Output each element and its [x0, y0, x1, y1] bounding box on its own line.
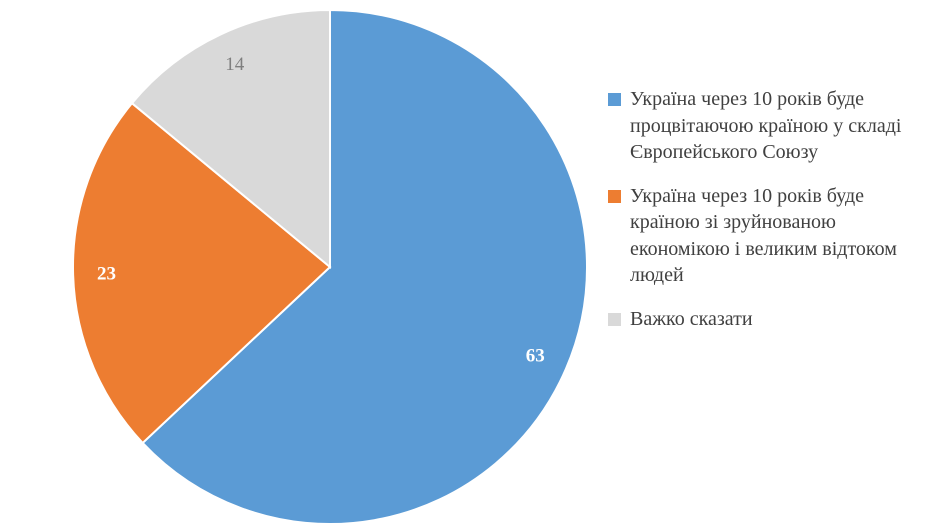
- data-label-eu-prosperity: 63: [526, 345, 545, 366]
- legend-label-hard-to-say: Важко сказати: [630, 307, 753, 330]
- legend-label-ruined-economy: Україна через 10 років буде країною зі з…: [630, 184, 897, 287]
- data-label-hard-to-say: 14: [225, 54, 245, 75]
- legend-swatch-ruined-economy: [608, 189, 621, 203]
- pie-slices: [72, 8, 588, 525]
- pie-data-labels: 63 23 14: [97, 54, 545, 366]
- pie-slice-hard-to-say: [130, 8, 331, 270]
- pie-slice-ruined-economy: [72, 101, 332, 445]
- legend-swatch-eu-prosperity: [608, 93, 621, 106]
- legend-item-ruined-economy: Україна через 10 років буде країною зі з…: [608, 183, 938, 289]
- legend: Україна через 10 років буде процвітаючою…: [608, 86, 938, 332]
- legend-label-eu-prosperity: Україна через 10 років буде процвітаючою…: [630, 88, 902, 163]
- legend-swatch-hard-to-say: [608, 312, 621, 326]
- legend-item-hard-to-say: Важко сказати: [608, 306, 938, 333]
- legend-item-eu-prosperity: Україна через 10 років буде процвітаючою…: [608, 86, 938, 166]
- pie-chart: 63 23 14: [72, 8, 588, 525]
- pie-slice-eu-prosperity: [141, 8, 588, 525]
- data-label-ruined-economy: 23: [97, 264, 116, 285]
